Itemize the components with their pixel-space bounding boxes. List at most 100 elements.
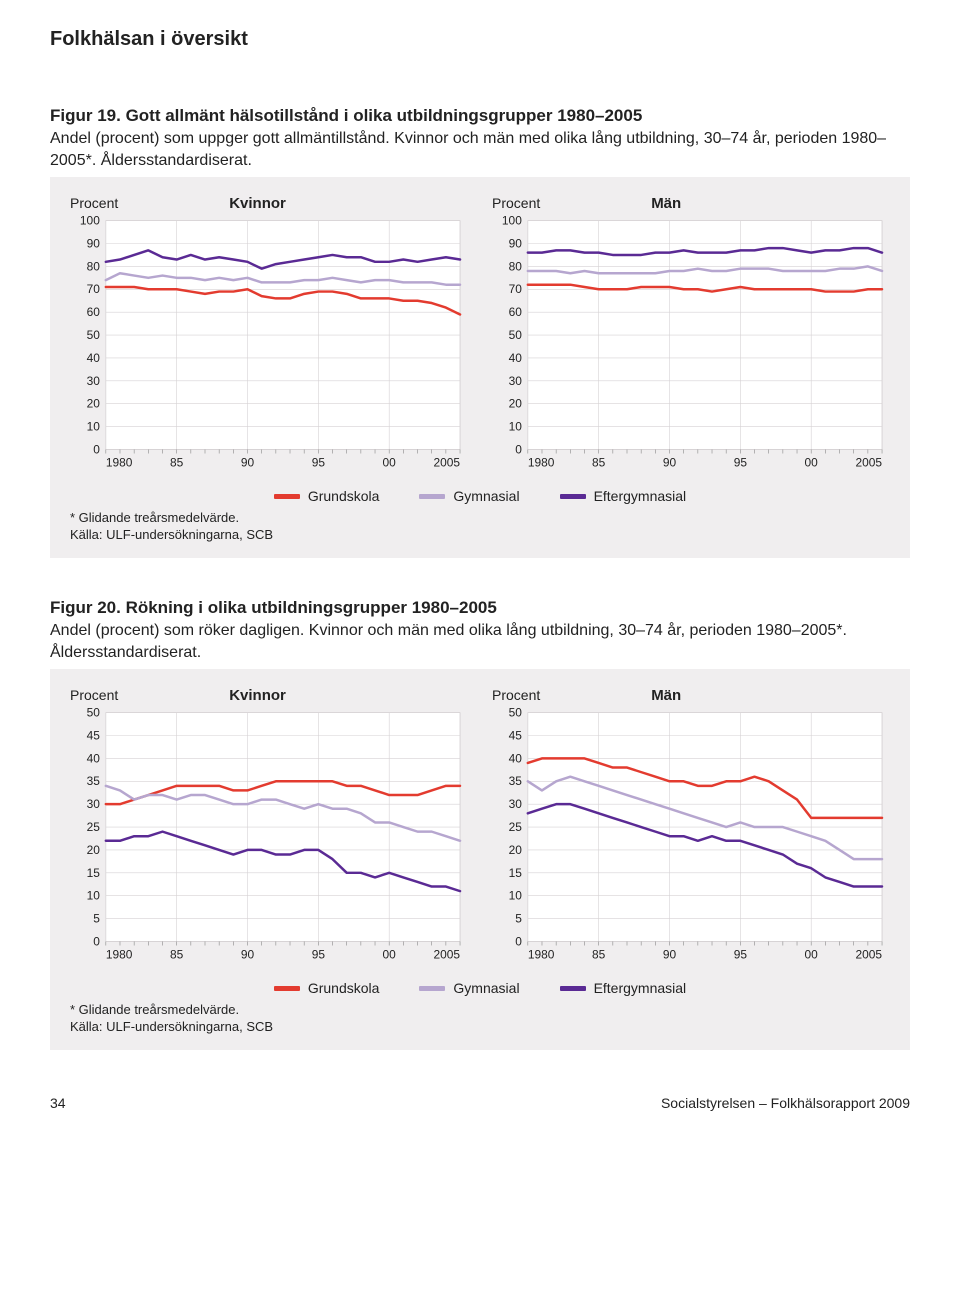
svg-text:1980: 1980 [528, 948, 555, 962]
figure-footnote: * Glidande treårsmedelvärde.Källa: ULF-u… [70, 510, 890, 544]
svg-text:60: 60 [509, 305, 523, 319]
legend-item: Eftergymnasial [560, 980, 687, 996]
svg-text:50: 50 [87, 328, 101, 342]
svg-text:0: 0 [93, 935, 100, 949]
svg-text:50: 50 [509, 706, 523, 720]
panel-header: ProcentMän [492, 687, 890, 704]
svg-text:10: 10 [509, 889, 523, 903]
legend-label: Grundskola [308, 980, 380, 996]
svg-text:20: 20 [509, 843, 523, 857]
page-heading: Folkhälsan i översikt [50, 28, 910, 51]
panel-ylabel: Procent [492, 195, 651, 212]
svg-text:1980: 1980 [528, 456, 555, 470]
svg-text:00: 00 [383, 456, 397, 470]
svg-text:40: 40 [87, 752, 101, 766]
svg-text:90: 90 [241, 948, 255, 962]
legend-label: Gymnasial [453, 980, 519, 996]
svg-text:40: 40 [509, 752, 523, 766]
svg-text:95: 95 [734, 456, 748, 470]
svg-text:2005: 2005 [855, 948, 882, 962]
svg-text:70: 70 [509, 282, 523, 296]
figures-container: Figur 19. Gott allmänt hälsotillstånd i … [50, 106, 910, 1050]
svg-text:1980: 1980 [106, 456, 133, 470]
chart-container: ProcentKvinnor 0 10 20 30 40 50 60 70 80 90 100 1980… [50, 177, 910, 558]
svg-text:60: 60 [87, 305, 101, 319]
svg-text:2005: 2005 [855, 456, 882, 470]
svg-text:15: 15 [509, 866, 523, 880]
panel-ylabel: Procent [70, 195, 229, 212]
svg-text:100: 100 [80, 214, 100, 228]
svg-text:10: 10 [87, 889, 101, 903]
figure-title: Figur 20. Rökning i olika utbildningsgru… [50, 598, 910, 618]
legend-swatch [274, 494, 300, 499]
legend: Grundskola Gymnasial Eftergymnasial [70, 980, 890, 996]
figure-footnote: * Glidande treårsmedelvärde.Källa: ULF-u… [70, 1002, 890, 1036]
svg-text:2005: 2005 [433, 456, 460, 470]
panel-header: ProcentKvinnor [70, 195, 468, 212]
svg-text:90: 90 [663, 948, 677, 962]
footer-source: Socialstyrelsen – Folkhälsorapport 2009 [661, 1095, 910, 1111]
legend-item: Gymnasial [419, 980, 519, 996]
svg-text:00: 00 [805, 456, 819, 470]
svg-text:40: 40 [509, 351, 523, 365]
chart-svg: 051015202530354045501980859095002005 [492, 706, 890, 966]
chart-svg: 051015202530354045501980859095002005 [70, 706, 468, 966]
legend-label: Eftergymnasial [594, 980, 687, 996]
chart-panel: ProcentMän051015202530354045501980859095… [492, 687, 890, 966]
svg-text:90: 90 [663, 456, 677, 470]
svg-text:15: 15 [87, 866, 101, 880]
legend-label: Eftergymnasial [594, 488, 687, 504]
figure-desc: Andel (procent) som uppger gott allmänti… [50, 128, 910, 171]
legend-item: Eftergymnasial [560, 488, 687, 504]
chart-panel: ProcentMän010203040506070809010019808590… [492, 195, 890, 474]
page-number: 34 [50, 1095, 66, 1111]
svg-text:85: 85 [170, 948, 184, 962]
legend-swatch [560, 494, 586, 499]
legend-item: Grundskola [274, 980, 380, 996]
chart-row: ProcentKvinnor 0 10 20 30 40 50 60 70 80 90 100 1980… [70, 195, 890, 474]
panel-header: ProcentKvinnor [70, 687, 468, 704]
svg-text:50: 50 [87, 706, 101, 720]
chart-panel: ProcentKvinnor01020304050607080901001980… [70, 195, 468, 474]
svg-text:85: 85 [592, 456, 606, 470]
panel-title: Män [651, 195, 890, 212]
panel-ylabel: Procent [70, 687, 229, 704]
svg-text:10: 10 [87, 420, 101, 434]
svg-text:20: 20 [509, 397, 523, 411]
svg-text:30: 30 [509, 374, 523, 388]
svg-text:2005: 2005 [433, 948, 460, 962]
svg-text:20: 20 [87, 397, 101, 411]
legend-label: Gymnasial [453, 488, 519, 504]
svg-text:95: 95 [312, 948, 326, 962]
figure-desc: Andel (procent) som röker dagligen. Kvin… [50, 620, 910, 663]
figure-block: Figur 19. Gott allmänt hälsotillstånd i … [50, 106, 910, 558]
legend-swatch [419, 986, 445, 991]
legend-item: Grundskola [274, 488, 380, 504]
svg-text:80: 80 [509, 260, 523, 274]
svg-text:30: 30 [509, 797, 523, 811]
svg-text:0: 0 [515, 443, 522, 457]
svg-text:85: 85 [592, 948, 606, 962]
svg-text:45: 45 [509, 729, 523, 743]
legend-label: Grundskola [308, 488, 380, 504]
svg-text:5: 5 [93, 912, 100, 926]
page-footer: 34 Socialstyrelsen – Folkhälsorapport 20… [50, 1095, 910, 1111]
svg-text:95: 95 [734, 948, 748, 962]
svg-text:30: 30 [87, 797, 101, 811]
panel-header: ProcentMän [492, 195, 890, 212]
legend-swatch [419, 494, 445, 499]
chart-row: ProcentKvinnor 0 5 10 15 20 25 30 35 40 45 50 1980 85… [70, 687, 890, 966]
legend-swatch [274, 986, 300, 991]
svg-text:35: 35 [87, 774, 101, 788]
svg-text:85: 85 [170, 456, 184, 470]
svg-text:40: 40 [87, 351, 101, 365]
svg-text:25: 25 [87, 820, 101, 834]
svg-text:90: 90 [509, 237, 523, 251]
svg-text:50: 50 [509, 328, 523, 342]
svg-text:5: 5 [515, 912, 522, 926]
svg-text:100: 100 [502, 214, 522, 228]
figure-block: Figur 20. Rökning i olika utbildningsgru… [50, 598, 910, 1050]
svg-text:45: 45 [87, 729, 101, 743]
panel-title: Män [651, 687, 890, 704]
svg-text:00: 00 [383, 948, 397, 962]
